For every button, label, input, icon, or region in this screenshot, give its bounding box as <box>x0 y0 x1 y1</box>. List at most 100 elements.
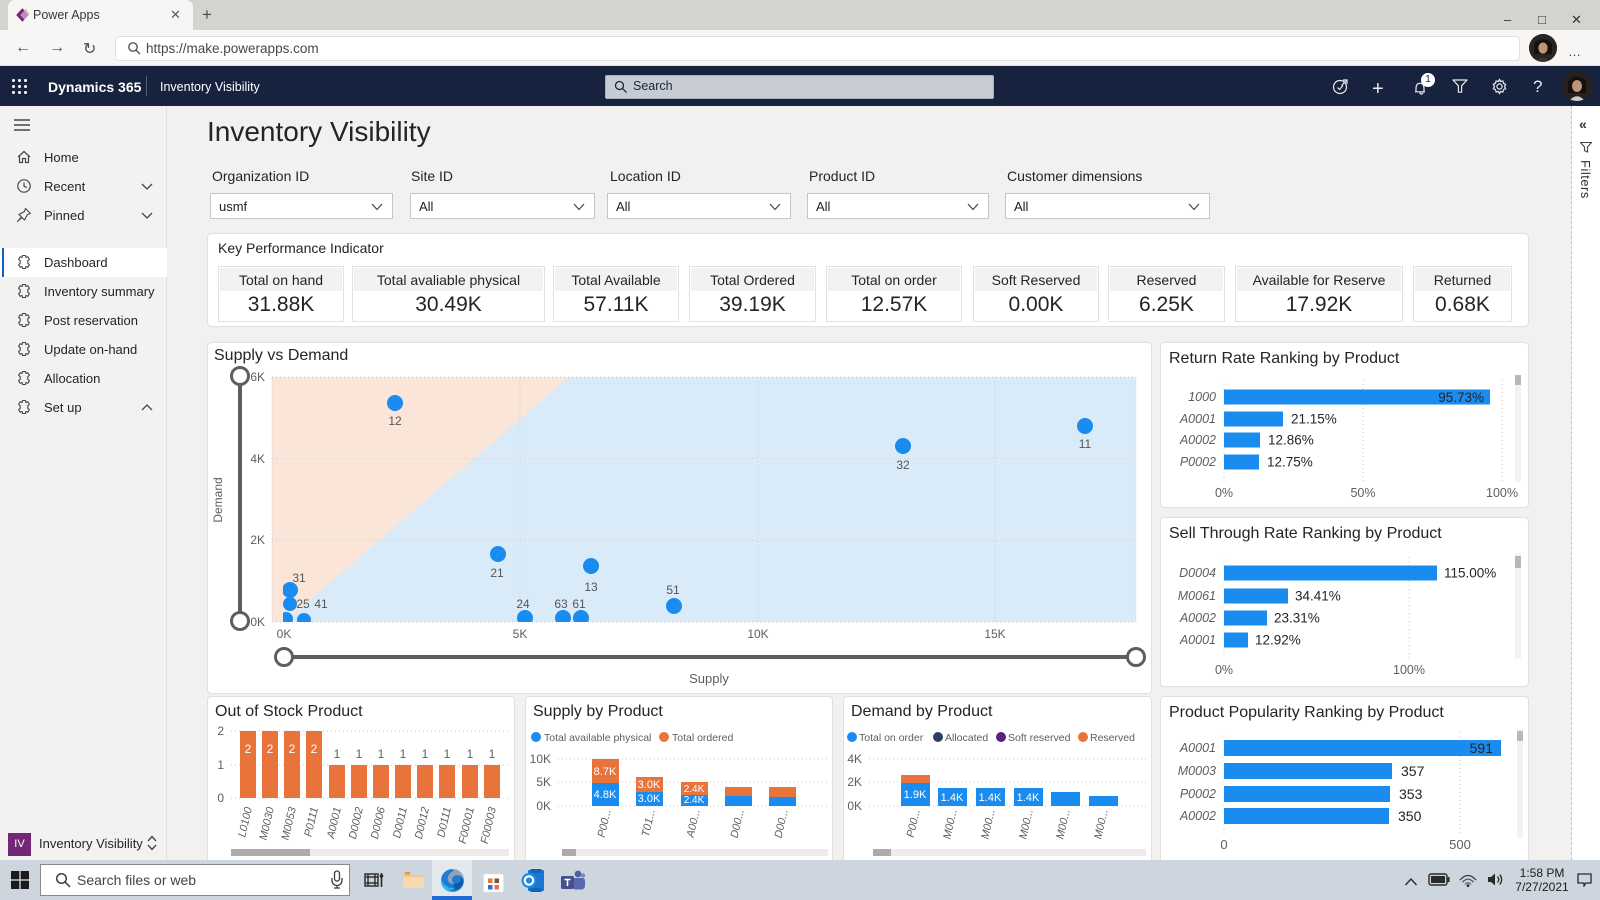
svg-text:M00...: M00... <box>1092 808 1111 840</box>
svg-text:D0004: D0004 <box>1179 566 1216 580</box>
svg-text:P0002: P0002 <box>1180 787 1216 801</box>
svg-text:Supply by Product: Supply by Product <box>533 703 663 720</box>
svg-text:6K: 6K <box>250 370 265 384</box>
svg-text:Allocated: Allocated <box>945 732 988 744</box>
svg-text:2K: 2K <box>847 775 862 789</box>
svg-text:0K: 0K <box>250 615 265 629</box>
svg-text:A00...: A00... <box>685 808 703 840</box>
svg-text:2K: 2K <box>250 533 265 547</box>
svg-text:0K: 0K <box>536 799 551 813</box>
svg-text:591: 591 <box>1470 740 1494 756</box>
svg-text:Return Rate Ranking by Product: Return Rate Ranking by Product <box>1169 350 1400 367</box>
svg-text:A0002: A0002 <box>1179 433 1216 447</box>
svg-text:353: 353 <box>1399 786 1423 802</box>
svg-text:P00...: P00... <box>596 808 614 839</box>
svg-text:2: 2 <box>217 724 224 738</box>
svg-text:0%: 0% <box>1215 663 1233 677</box>
svg-text:1: 1 <box>334 747 341 761</box>
svg-text:0: 0 <box>217 791 224 805</box>
svg-text:M00...: M00... <box>979 808 998 840</box>
svg-text:12.75%: 12.75% <box>1267 455 1313 470</box>
svg-text:500: 500 <box>1449 837 1471 852</box>
svg-text:5K: 5K <box>513 627 528 641</box>
svg-text:1.4K: 1.4K <box>979 792 1002 804</box>
svg-text:51: 51 <box>666 583 680 597</box>
svg-text:Total available physical: Total available physical <box>544 732 651 744</box>
svg-text:T01...: T01... <box>640 808 658 838</box>
svg-text:13: 13 <box>584 580 598 594</box>
svg-text:100%: 100% <box>1393 663 1425 677</box>
svg-text:D00...: D00... <box>773 808 791 839</box>
svg-text:0: 0 <box>1220 837 1227 852</box>
svg-text:1: 1 <box>400 747 407 761</box>
svg-text:21: 21 <box>490 566 504 580</box>
svg-text:12.92%: 12.92% <box>1255 633 1301 648</box>
svg-text:25: 25 <box>296 597 310 611</box>
svg-text:63: 63 <box>554 597 568 611</box>
svg-text:12.86%: 12.86% <box>1268 433 1314 448</box>
svg-text:D00...: D00... <box>729 808 747 839</box>
svg-text:A0001: A0001 <box>1179 412 1216 426</box>
svg-text:34.41%: 34.41% <box>1295 589 1341 604</box>
svg-text:A0001: A0001 <box>325 806 344 841</box>
svg-text:2: 2 <box>267 742 274 756</box>
svg-text:Reserved: Reserved <box>1090 732 1135 744</box>
svg-text:2: 2 <box>311 742 318 756</box>
svg-text:A0002: A0002 <box>1179 809 1216 823</box>
svg-text:50%: 50% <box>1350 486 1375 500</box>
svg-text:357: 357 <box>1401 763 1425 779</box>
svg-text:D0006: D0006 <box>369 805 388 840</box>
svg-text:0K: 0K <box>847 799 862 813</box>
svg-text:Demand: Demand <box>211 477 225 522</box>
svg-text:F00001: F00001 <box>457 806 477 845</box>
svg-text:Demand by Product: Demand by Product <box>851 703 993 720</box>
svg-text:4K: 4K <box>847 752 862 766</box>
svg-text:11: 11 <box>1079 437 1092 451</box>
svg-text:A0002: A0002 <box>1179 611 1216 625</box>
svg-text:1000: 1000 <box>1188 390 1216 404</box>
svg-text:Total on order: Total on order <box>859 732 924 744</box>
svg-text:M0061: M0061 <box>1178 589 1216 603</box>
svg-text:M0030: M0030 <box>258 805 277 841</box>
svg-text:12: 12 <box>388 414 402 428</box>
svg-text:95.73%: 95.73% <box>1438 390 1484 405</box>
svg-text:4K: 4K <box>250 452 265 466</box>
svg-text:P00...: P00... <box>905 808 923 839</box>
svg-text:0%: 0% <box>1215 486 1233 500</box>
svg-text:1.4K: 1.4K <box>941 792 964 804</box>
svg-text:P0002: P0002 <box>1180 455 1216 469</box>
svg-text:1: 1 <box>467 747 474 761</box>
svg-text:D0012: D0012 <box>413 806 432 840</box>
svg-text:10K: 10K <box>747 627 768 641</box>
svg-text:M00...: M00... <box>1054 808 1073 840</box>
svg-text:D0111: D0111 <box>435 806 454 839</box>
svg-text:5K: 5K <box>536 775 551 789</box>
svg-text:1: 1 <box>217 758 224 772</box>
svg-text:4.8K: 4.8K <box>594 789 617 801</box>
svg-text:1: 1 <box>422 747 429 761</box>
svg-text:24: 24 <box>516 597 530 611</box>
svg-text:1: 1 <box>489 747 496 761</box>
svg-text:Supply: Supply <box>689 671 729 686</box>
svg-text:115.00%: 115.00% <box>1444 566 1496 581</box>
svg-text:D0002: D0002 <box>347 806 366 840</box>
svg-text:32: 32 <box>896 458 910 472</box>
svg-text:41: 41 <box>314 597 328 611</box>
svg-text:2.4K: 2.4K <box>684 795 705 806</box>
svg-text:61: 61 <box>572 597 586 611</box>
svg-text:31: 31 <box>292 571 306 585</box>
svg-text:Out of Stock Product: Out of Stock Product <box>215 703 363 720</box>
svg-text:A0001: A0001 <box>1179 741 1216 755</box>
svg-text:A0001: A0001 <box>1179 633 1216 647</box>
svg-text:3.0K: 3.0K <box>638 779 661 791</box>
svg-text:2: 2 <box>245 742 252 756</box>
svg-text:M00...: M00... <box>941 808 960 840</box>
svg-text:Soft reserved: Soft reserved <box>1008 732 1071 744</box>
svg-text:M00...: M00... <box>1017 808 1036 840</box>
svg-text:1: 1 <box>444 747 451 761</box>
svg-text:100%: 100% <box>1486 486 1518 500</box>
svg-text:21.15%: 21.15% <box>1291 412 1337 427</box>
svg-text:F00003: F00003 <box>479 805 499 845</box>
svg-text:23.31%: 23.31% <box>1274 611 1320 626</box>
svg-text:1: 1 <box>356 747 363 761</box>
